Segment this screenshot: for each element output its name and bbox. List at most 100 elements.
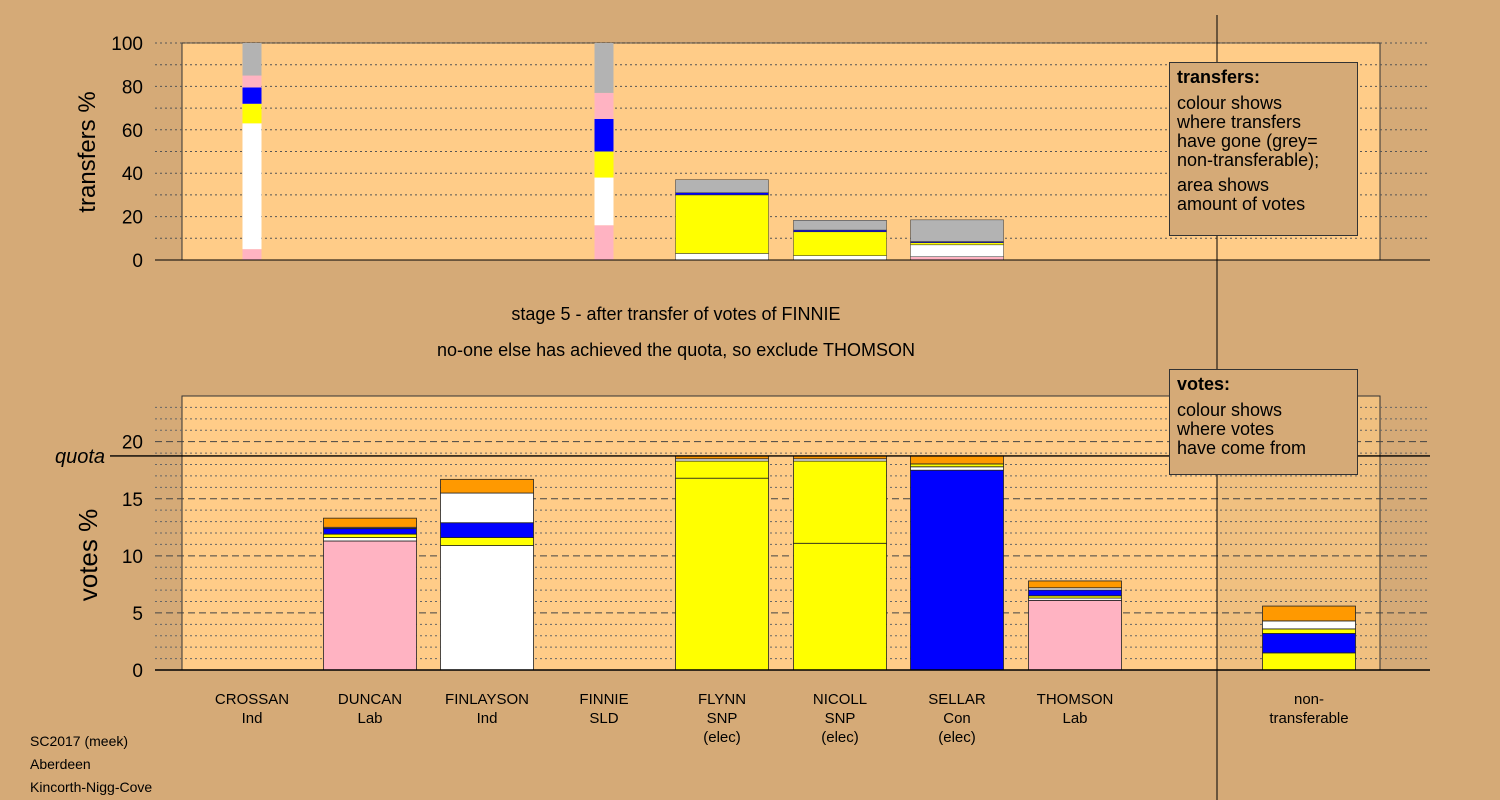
vote-bar-segment bbox=[440, 537, 534, 546]
candidate-name-label: NICOLL bbox=[813, 691, 867, 708]
transfer-bar-segment bbox=[242, 87, 262, 104]
transfer-bar-segment bbox=[675, 192, 769, 196]
candidate-party-label: Lab bbox=[357, 710, 382, 727]
votes-y-tick-label: 0 bbox=[132, 661, 143, 682]
votes-y-tick-label: 20 bbox=[122, 433, 143, 454]
candidate-status-label: (elec) bbox=[703, 729, 741, 746]
candidate-party-label: SNP bbox=[707, 710, 738, 727]
votes-legend-line: colour shows bbox=[1177, 400, 1283, 420]
footer-council: Aberdeen bbox=[30, 756, 91, 772]
vote-bar-segment bbox=[323, 528, 417, 535]
transfers-y-tick-label: 0 bbox=[132, 251, 143, 272]
quota-label: quota bbox=[55, 446, 105, 468]
candidate-name-label: CROSSAN bbox=[215, 691, 289, 708]
transfers-legend-line: where transfers bbox=[1177, 112, 1302, 132]
transfer-bar-segment bbox=[675, 194, 769, 254]
nontransferable-bar-segment bbox=[1262, 605, 1356, 622]
transfer-bar-segment bbox=[594, 92, 614, 119]
vote-bar-segment bbox=[323, 537, 417, 542]
transfer-bar-segment bbox=[242, 103, 262, 124]
transfer-bar-segment bbox=[793, 220, 887, 231]
transfer-bar-segment bbox=[242, 43, 262, 76]
vote-bar-segment bbox=[1028, 589, 1122, 597]
footer-ward: Kincorth-Nigg-Cove bbox=[30, 779, 153, 795]
candidate-status-label: (elec) bbox=[938, 729, 976, 746]
vote-bar-segment bbox=[910, 455, 1004, 465]
transfers-legend-line: area shows bbox=[1177, 175, 1270, 195]
transfer-bar-segment bbox=[242, 249, 262, 260]
transfer-bar-segment bbox=[675, 179, 769, 193]
transfer-bar-segment bbox=[594, 225, 614, 260]
votes-legend: votes: colour shows where votes have com… bbox=[1169, 369, 1358, 475]
transfer-bar-segment bbox=[242, 123, 262, 250]
transfers-legend-line: amount of votes bbox=[1177, 194, 1306, 214]
votes-legend-title: votes: bbox=[1177, 374, 1231, 394]
votes-y-tick-label: 5 bbox=[132, 604, 143, 625]
vote-bar-segment bbox=[323, 517, 417, 528]
votes-y-axis-label: votes % bbox=[73, 509, 103, 602]
transfer-bar-segment bbox=[675, 253, 769, 261]
vote-bar-segment bbox=[1028, 599, 1122, 671]
candidate-party-label: Con bbox=[943, 710, 971, 727]
transfers-legend-line: non-transferable); bbox=[1177, 150, 1320, 170]
candidate-name-label: SELLAR bbox=[928, 691, 986, 708]
vote-bar-segment bbox=[910, 463, 1004, 468]
nontransferable-label: non- bbox=[1294, 691, 1324, 708]
exclusion-subtitle: no-one else has achieved the quota, so e… bbox=[437, 340, 915, 360]
vote-bar-segment bbox=[675, 477, 769, 671]
candidate-name-label: FLYNN bbox=[698, 691, 746, 708]
candidate-name-label: FINLAYSON bbox=[445, 691, 529, 708]
candidate-status-label: (elec) bbox=[821, 729, 859, 746]
transfer-bar-segment bbox=[594, 43, 614, 93]
stage-subtitle: stage 5 - after transfer of votes of FIN… bbox=[511, 304, 841, 324]
candidate-name-label: DUNCAN bbox=[338, 691, 402, 708]
transfers-legend-line: have gone (grey= bbox=[1177, 131, 1318, 151]
transfer-bar-segment bbox=[793, 231, 887, 256]
vote-bar-segment bbox=[1028, 580, 1122, 589]
candidate-party-label: Lab bbox=[1062, 710, 1087, 727]
votes-legend-line: have come from bbox=[1177, 438, 1307, 458]
vote-bar-segment bbox=[910, 469, 1004, 671]
candidate-party-label: SNP bbox=[825, 710, 856, 727]
transfers-y-tick-label: 60 bbox=[122, 121, 143, 142]
transfer-bar-segment bbox=[910, 219, 1004, 242]
transfer-bar-segment bbox=[910, 244, 1004, 257]
candidate-party-label: Ind bbox=[477, 710, 498, 727]
vote-bar-segment bbox=[793, 542, 887, 671]
transfer-bar-segment bbox=[594, 177, 614, 226]
transfers-y-axis-label: transfers % bbox=[74, 91, 101, 212]
transfer-bar-segment bbox=[793, 255, 887, 261]
vote-bar-segment bbox=[910, 466, 1004, 471]
candidate-name-label: FINNIE bbox=[579, 691, 628, 708]
nontransferable-bar-segment bbox=[1262, 620, 1356, 630]
vote-bar-segment bbox=[323, 533, 417, 538]
vote-bar-segment bbox=[675, 460, 769, 479]
nontransferable-bar-segment bbox=[1262, 628, 1356, 634]
vote-bar-segment bbox=[440, 545, 534, 671]
transfers-legend-line: colour shows bbox=[1177, 93, 1283, 113]
transfers-y-tick-label: 40 bbox=[122, 164, 143, 185]
transfers-legend: transfers: colour shows where transfers … bbox=[1169, 62, 1358, 236]
transfer-bar-segment bbox=[594, 118, 614, 152]
transfers-legend-title: transfers: bbox=[1177, 67, 1261, 87]
nontransferable-bar-segment bbox=[1262, 633, 1356, 654]
votes-y-tick-label: 15 bbox=[122, 490, 143, 511]
vote-bar-segment bbox=[440, 478, 534, 494]
vote-bar-segment bbox=[440, 492, 534, 524]
transfer-bar-segment bbox=[242, 75, 262, 88]
candidate-name-label: THOMSON bbox=[1037, 691, 1114, 708]
transfers-y-tick-label: 20 bbox=[122, 208, 143, 229]
nontransferable-label: transferable bbox=[1269, 710, 1348, 727]
votes-y-tick-label: 10 bbox=[122, 547, 143, 568]
transfer-bar-segment bbox=[793, 229, 887, 233]
vote-bar-segment bbox=[793, 460, 887, 544]
votes-legend-line: where votes bbox=[1177, 419, 1275, 439]
vote-bar-segment bbox=[323, 540, 417, 671]
transfers-y-tick-label: 80 bbox=[122, 77, 143, 98]
nontransferable-bar-segment bbox=[1262, 652, 1356, 671]
candidate-party-label: Ind bbox=[242, 710, 263, 727]
transfer-bar-segment bbox=[594, 151, 614, 178]
transfers-y-tick-label: 100 bbox=[111, 34, 143, 55]
footer-election: SC2017 (meek) bbox=[30, 733, 129, 749]
vote-bar-segment bbox=[440, 522, 534, 538]
